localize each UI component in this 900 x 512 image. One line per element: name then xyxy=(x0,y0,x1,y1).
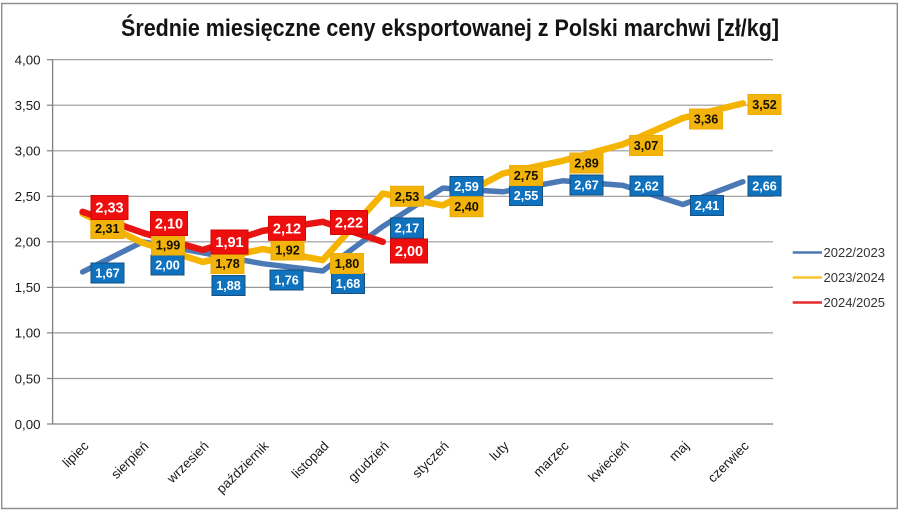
svg-text:2,40: 2,40 xyxy=(454,200,479,214)
svg-text:2,33: 2,33 xyxy=(95,201,123,217)
svg-text:2,89: 2,89 xyxy=(574,157,599,171)
svg-text:2,00: 2,00 xyxy=(395,244,423,260)
svg-text:2022/2023: 2022/2023 xyxy=(824,245,885,260)
svg-text:2,41: 2,41 xyxy=(695,199,720,213)
svg-text:2,00: 2,00 xyxy=(15,235,41,250)
svg-text:1,78: 1,78 xyxy=(215,257,240,271)
svg-text:2,67: 2,67 xyxy=(574,179,599,193)
svg-text:2024/2025: 2024/2025 xyxy=(824,295,885,310)
svg-text:1,68: 1,68 xyxy=(336,277,361,291)
svg-text:Średnie miesięczne ceny ekspor: Średnie miesięczne ceny eksportowanej z … xyxy=(121,14,779,42)
svg-text:2,53: 2,53 xyxy=(395,190,420,204)
svg-text:0,00: 0,00 xyxy=(15,417,41,432)
svg-text:2023/2024: 2023/2024 xyxy=(824,270,885,285)
svg-text:3,36: 3,36 xyxy=(694,113,719,127)
svg-text:2,22: 2,22 xyxy=(335,216,363,232)
svg-text:2,62: 2,62 xyxy=(634,180,659,194)
svg-text:1,99: 1,99 xyxy=(156,239,181,253)
svg-text:1,92: 1,92 xyxy=(275,244,300,258)
svg-text:1,50: 1,50 xyxy=(15,280,41,295)
svg-text:2,55: 2,55 xyxy=(514,189,539,203)
svg-text:4,00: 4,00 xyxy=(15,53,41,68)
svg-text:0,50: 0,50 xyxy=(15,371,41,386)
svg-text:2,12: 2,12 xyxy=(273,222,301,238)
svg-text:3,52: 3,52 xyxy=(752,98,777,112)
svg-text:2,31: 2,31 xyxy=(95,222,120,236)
svg-text:1,91: 1,91 xyxy=(215,235,243,251)
svg-text:1,67: 1,67 xyxy=(95,267,120,281)
svg-text:2,17: 2,17 xyxy=(395,222,420,236)
svg-text:2,00: 2,00 xyxy=(155,259,180,273)
svg-text:3,07: 3,07 xyxy=(634,139,659,153)
svg-text:2,75: 2,75 xyxy=(514,169,539,183)
svg-text:2,10: 2,10 xyxy=(155,217,183,233)
svg-text:1,76: 1,76 xyxy=(274,274,299,288)
svg-text:1,88: 1,88 xyxy=(216,279,241,293)
svg-text:2,66: 2,66 xyxy=(752,180,777,194)
svg-text:1,00: 1,00 xyxy=(15,326,41,341)
svg-text:3,50: 3,50 xyxy=(15,98,41,113)
svg-text:1,80: 1,80 xyxy=(335,257,360,271)
svg-text:2,50: 2,50 xyxy=(15,189,41,204)
svg-text:3,00: 3,00 xyxy=(15,144,41,159)
svg-text:2,59: 2,59 xyxy=(454,180,479,194)
